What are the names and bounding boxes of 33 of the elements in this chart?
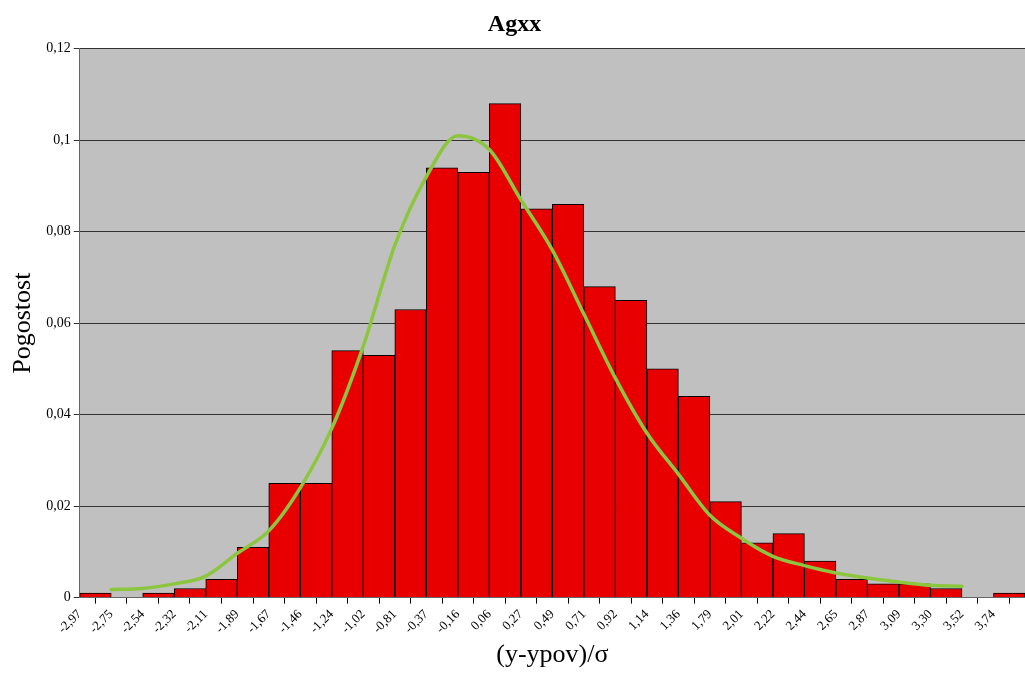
y-tick-label: 0,1: [53, 131, 71, 147]
x-tick-label: -1,02: [338, 606, 368, 636]
x-tick-label: 3,30: [908, 606, 936, 633]
line-series: [109, 133, 964, 592]
chart-title: Agxx: [487, 9, 542, 36]
x-tick-label: 0,71: [561, 606, 589, 633]
x-tick-label: -1,89: [212, 606, 242, 636]
y-tick-label: 0,08: [46, 223, 71, 239]
x-tick-label: 0,06: [467, 605, 495, 633]
x-tick-label: -2,32: [149, 606, 179, 636]
x-tick-label: 1,14: [624, 605, 652, 633]
x-tick-label: 1,79: [687, 606, 715, 633]
x-tick-label: 2,01: [719, 606, 746, 633]
y-tick-label: 0,06: [46, 314, 71, 330]
x-tick-label: 0,49: [530, 606, 557, 633]
x-tick-label: -2,11: [180, 606, 211, 636]
x-tick-label: 0,92: [593, 606, 620, 633]
y-axis-title: Pogostost: [7, 271, 37, 374]
x-tick-label: 1,36: [656, 605, 684, 633]
x-tick-label: 3,74: [971, 605, 999, 633]
x-tick-label: 2,22: [750, 606, 778, 633]
y-tick-label: 0,02: [46, 497, 71, 513]
x-tick-label: 2,44: [782, 605, 810, 633]
x-axis-title: (y-ypov)/σ: [496, 639, 609, 669]
x-tick-label: 2,87: [845, 605, 873, 633]
y-tick-label: 0,12: [46, 40, 71, 56]
x-tick-label: 0,27: [498, 605, 526, 633]
y-tick-label: 0: [63, 589, 71, 605]
x-tick-label: -0,81: [369, 606, 400, 636]
x-tick-label: 3,09: [876, 606, 904, 633]
x-tick-label: 3,52: [939, 606, 967, 633]
x-tick-label: 2,65: [813, 606, 841, 633]
y-tick-label: 0,04: [46, 406, 71, 422]
